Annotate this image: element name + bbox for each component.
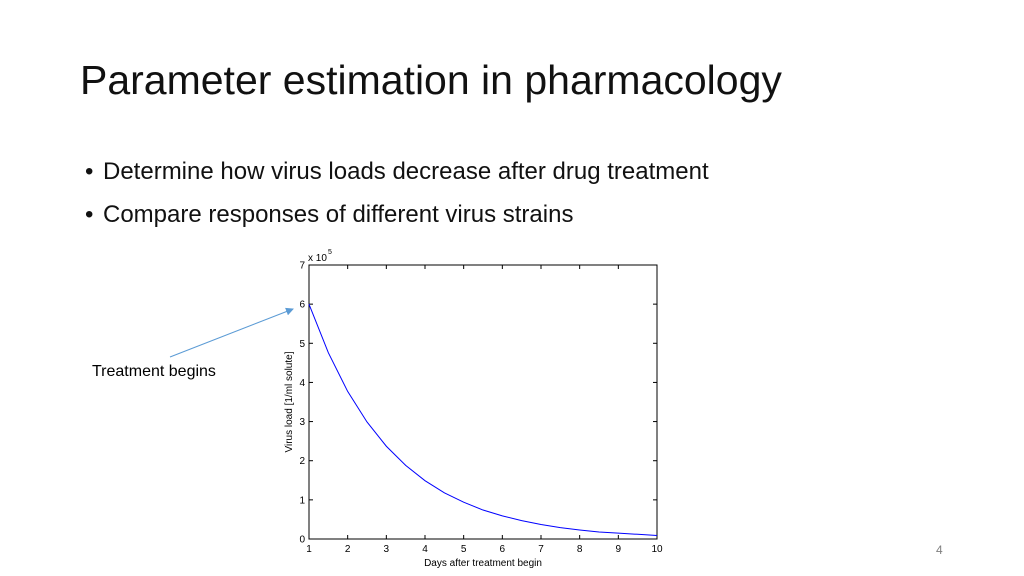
x-axis-label: Days after treatment begin	[424, 558, 542, 569]
y-axis-label: Virus load [1/ml solute]	[284, 351, 295, 452]
bullet-marker: •	[85, 201, 94, 228]
x-tick-label: 10	[651, 544, 663, 555]
y-scale-label: x 10	[308, 253, 327, 264]
bullet-item: • Compare responses of different virus s…	[85, 199, 709, 242]
bullet-marker: •	[85, 158, 94, 185]
x-tick-label: 6	[500, 544, 506, 555]
y-tick-label: 2	[299, 456, 305, 467]
y-tick-label: 0	[299, 535, 305, 546]
page-number: 4	[936, 543, 943, 557]
bullet-list: • Determine how virus loads decrease aft…	[85, 156, 709, 242]
x-tick-label: 2	[345, 544, 351, 555]
x-tick-label: 7	[538, 544, 544, 555]
x-tick-label: 5	[461, 544, 467, 555]
x-tick-label: 9	[616, 544, 622, 555]
series-line	[308, 303, 658, 536]
bullet-item: • Determine how virus loads decrease aft…	[85, 156, 709, 199]
x-tick-label: 8	[577, 544, 583, 555]
slide-title: Parameter estimation in pharmacology	[80, 57, 782, 103]
bullet-text: Determine how virus loads decrease after…	[103, 158, 709, 185]
y-tick-label: 7	[299, 261, 305, 272]
y-tick-label: 4	[299, 378, 305, 389]
y-scale-exponent: 5	[328, 249, 332, 256]
x-tick-label: 1	[306, 544, 312, 555]
x-tick-label: 4	[422, 544, 428, 555]
series-layer	[308, 303, 658, 536]
annotation-arrow	[169, 307, 294, 358]
bullet-text: Compare responses of different virus str…	[103, 201, 574, 228]
y-tick-label: 1	[299, 495, 305, 506]
y-tick-label: 6	[299, 300, 305, 311]
x-tick-label: 3	[384, 544, 390, 555]
y-tick-label: 5	[299, 339, 305, 350]
y-tick-label: 3	[299, 417, 305, 428]
plot-frame	[308, 264, 658, 540]
treatment-annotation: Treatment begins	[92, 363, 216, 380]
